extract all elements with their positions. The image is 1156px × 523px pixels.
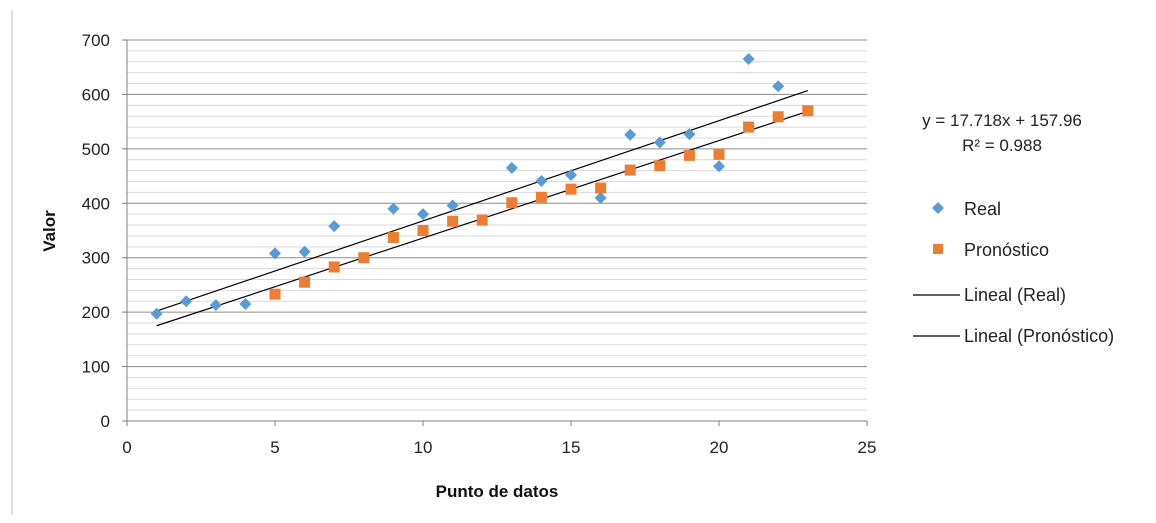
trend-equation: y = 17.718x + 157.96 [922, 111, 1082, 130]
point-pronostico [328, 261, 340, 273]
point-pronostico [387, 232, 399, 244]
x-tick-label: 25 [858, 438, 877, 457]
point-pronostico [417, 225, 429, 236]
y-tick-label: 100 [82, 358, 110, 377]
y-tick-label: 500 [82, 140, 110, 159]
point-pronostico [447, 215, 459, 227]
point-pronostico [595, 182, 607, 194]
x-tick-label: 5 [270, 438, 279, 457]
tick-labels: 0 100 200 300 400 500 600 700 0 5 10 15 20 25 [82, 31, 877, 457]
legend-marker-real [932, 202, 944, 214]
point-real [653, 136, 666, 149]
trendline-real [156, 90, 808, 312]
point-real [269, 247, 281, 260]
point-pronostico [683, 149, 695, 161]
point-real [713, 160, 725, 173]
point-real [298, 245, 311, 258]
point-real [180, 295, 193, 308]
point-pronostico [713, 148, 725, 160]
point-real [417, 208, 429, 221]
point-real [239, 297, 252, 310]
point-pronostico [743, 121, 755, 133]
y-tick-label: 200 [82, 303, 110, 322]
point-real [328, 220, 341, 233]
y-tick-label: 0 [101, 412, 110, 431]
point-pronostico [624, 164, 636, 176]
point-pronostico [299, 276, 311, 288]
trend-r-squared: R² = 0.988 [962, 136, 1042, 155]
legend: Real Pronóstico Lineal (Real) Lineal (Pr… [913, 199, 1114, 346]
point-real [624, 128, 637, 141]
point-pronostico [506, 197, 518, 209]
point-pronostico [654, 160, 666, 172]
x-tick-label: 0 [122, 438, 131, 457]
point-real [594, 191, 607, 204]
y-tick-label: 700 [82, 31, 110, 50]
point-real [505, 161, 518, 174]
legend-label-real: Real [964, 199, 1001, 219]
point-real [446, 199, 459, 212]
point-pronostico [358, 252, 370, 264]
data-points [150, 53, 814, 320]
legend-marker-pronostico [933, 244, 943, 254]
grid [127, 39, 867, 411]
point-pronostico [802, 105, 814, 117]
y-axis-title: Valor [40, 210, 59, 252]
point-real [535, 174, 548, 187]
legend-label-lineal-real: Lineal (Real) [964, 285, 1066, 305]
y-tick-label: 400 [82, 194, 110, 213]
point-real [683, 128, 696, 141]
point-real [742, 53, 755, 66]
point-pronostico [476, 214, 488, 226]
x-tick-label: 10 [414, 438, 433, 457]
y-tick-label: 600 [82, 85, 110, 104]
point-real [387, 202, 400, 215]
point-real [772, 80, 785, 93]
point-pronostico [535, 191, 547, 203]
point-pronostico [269, 288, 281, 300]
y-tick-label: 300 [82, 249, 110, 268]
x-tick-label: 15 [562, 438, 581, 457]
axes [122, 39, 868, 426]
point-pronostico [565, 183, 577, 195]
point-real [565, 168, 577, 181]
legend-label-lineal-pronostico: Lineal (Pronóstico) [964, 326, 1114, 346]
point-real [150, 307, 163, 320]
point-pronostico [772, 111, 784, 123]
legend-label-pronostico: Pronóstico [964, 240, 1049, 260]
x-tick-label: 20 [710, 438, 729, 457]
x-axis-title: Punto de datos [436, 482, 559, 501]
point-real [209, 299, 222, 312]
